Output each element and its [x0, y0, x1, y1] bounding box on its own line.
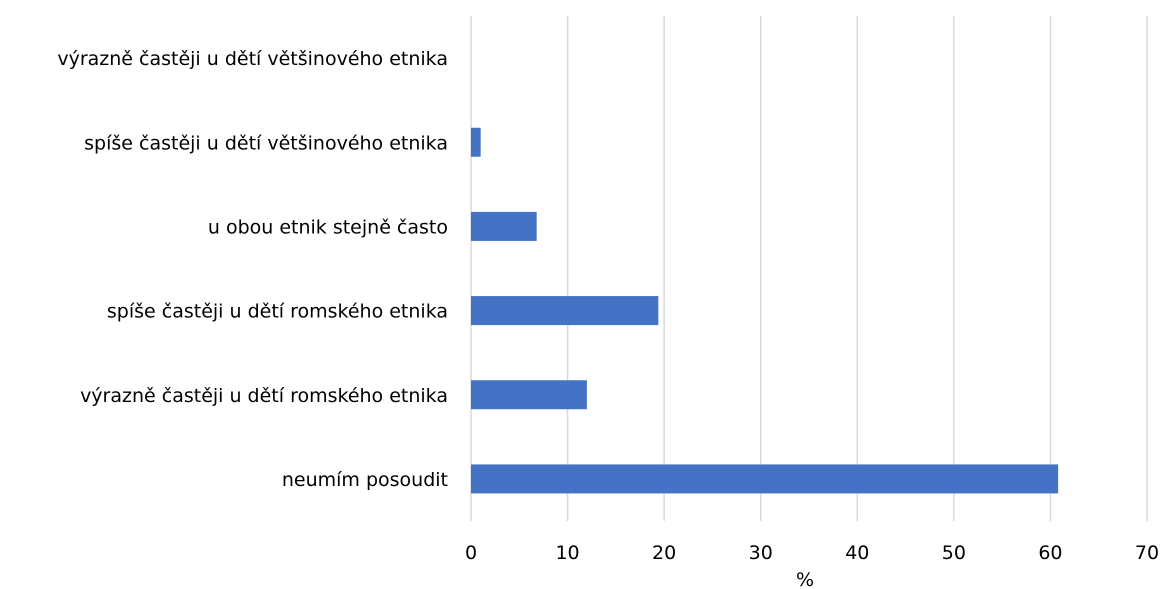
category-label: neumím posoudit	[282, 469, 448, 491]
x-tick-label: 0	[465, 542, 477, 564]
x-tick-label: 50	[942, 542, 966, 564]
x-tick-label: 70	[1135, 542, 1159, 564]
bar	[471, 380, 587, 410]
x-tick-label: 10	[555, 542, 579, 564]
category-label: u obou etnik stejně často	[208, 216, 448, 238]
x-tick-labels: 0 10 20 30 40 50 60 70	[465, 542, 1159, 564]
bars	[471, 127, 1059, 494]
bar	[471, 296, 659, 326]
bar	[471, 464, 1059, 494]
x-tick-label: 30	[749, 542, 773, 564]
category-label: výrazně častěji u dětí většinového etnik…	[57, 48, 448, 70]
gridlines	[470, 16, 1148, 521]
category-label: spíše častěji u dětí romského etnika	[107, 301, 448, 323]
category-label: spíše častěji u dětí většinového etnika	[84, 132, 448, 154]
x-tick-label: 40	[845, 542, 869, 564]
bar	[471, 211, 537, 241]
category-label: výrazně častěji u dětí romského etnika	[80, 385, 448, 407]
x-axis-title: %	[796, 569, 814, 589]
category-labels: výrazně častěji u dětí většinového etnik…	[57, 48, 448, 491]
x-tick-label: 60	[1038, 542, 1062, 564]
bar	[471, 127, 481, 157]
x-tick-label: 20	[652, 542, 676, 564]
